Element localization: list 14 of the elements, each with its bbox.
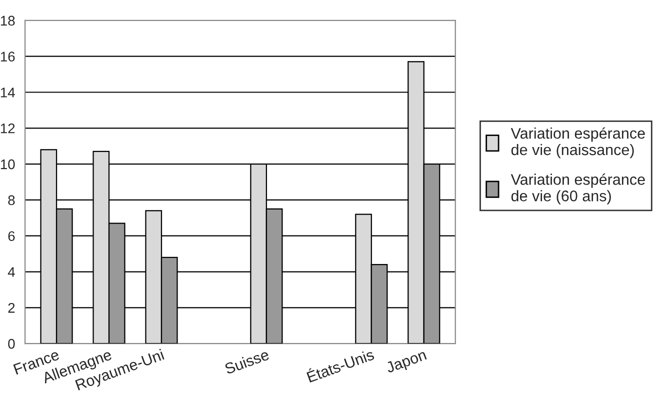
y-tick-label: 8 bbox=[8, 195, 15, 206]
y-tick-label: 6 bbox=[8, 231, 15, 242]
y-tick-label: 2 bbox=[8, 302, 15, 313]
y-tick-label: 4 bbox=[8, 267, 15, 277]
y-tick-label: 18 bbox=[0, 16, 15, 26]
y-tick-label: 16 bbox=[0, 52, 15, 62]
y-tick-label: 10 bbox=[0, 159, 15, 170]
x-tick-label: Japon bbox=[385, 349, 428, 376]
y-tick-label: 14 bbox=[0, 88, 15, 98]
legend-label: Variation espérance de vie (60 ans) bbox=[510, 173, 645, 204]
legend-label: Variation espérance de vie (naissance) bbox=[510, 127, 645, 158]
y-tick-label: 0 bbox=[8, 338, 15, 349]
x-tick-label: Suisse bbox=[224, 348, 270, 374]
y-tick-label: 12 bbox=[0, 123, 15, 134]
